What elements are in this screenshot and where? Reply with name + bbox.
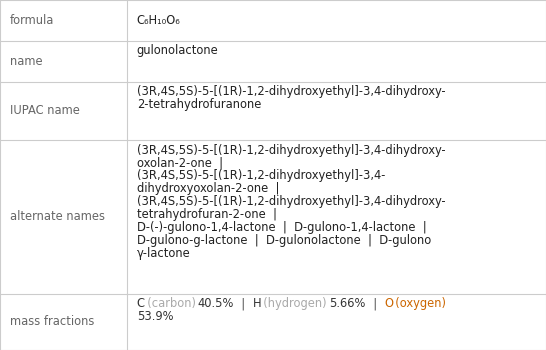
Text: C: C — [136, 297, 145, 310]
Text: (3R,4S,5S)-5-[(1R)-1,2-dihydroxyethyl]-3,4-dihydroxy-: (3R,4S,5S)-5-[(1R)-1,2-dihydroxyethyl]-3… — [136, 195, 446, 208]
Text: dihydroxyoxolan-2-one  |: dihydroxyoxolan-2-one | — [136, 182, 279, 195]
Text: alternate names: alternate names — [10, 210, 105, 223]
Text: IUPAC name: IUPAC name — [10, 104, 80, 117]
Text: γ-lactone: γ-lactone — [136, 246, 191, 260]
Text: O: O — [384, 297, 393, 310]
Text: 5.66%: 5.66% — [329, 297, 366, 310]
Text: oxolan-2-one  |: oxolan-2-one | — [136, 156, 223, 169]
Text: name: name — [10, 55, 43, 68]
Text: (3R,4S,5S)-5-[(1R)-1,2-dihydroxyethyl]-3,4-dihydroxy-: (3R,4S,5S)-5-[(1R)-1,2-dihydroxyethyl]-3… — [136, 85, 446, 98]
Text: H: H — [253, 297, 262, 310]
Text: C₆H₁₀O₆: C₆H₁₀O₆ — [136, 14, 180, 27]
Text: D-gulono-g-lactone  |  D-gulonolactone  |  D-gulono: D-gulono-g-lactone | D-gulonolactone | D… — [136, 234, 431, 247]
Text: |: | — [366, 297, 384, 310]
Text: 40.5%: 40.5% — [198, 297, 234, 310]
Text: (3R,4S,5S)-5-[(1R)-1,2-dihydroxyethyl]-3,4-: (3R,4S,5S)-5-[(1R)-1,2-dihydroxyethyl]-3… — [136, 169, 385, 182]
Text: 2-tetrahydrofuranone: 2-tetrahydrofuranone — [136, 98, 261, 111]
Text: (3R,4S,5S)-5-[(1R)-1,2-dihydroxyethyl]-3,4-dihydroxy-: (3R,4S,5S)-5-[(1R)-1,2-dihydroxyethyl]-3… — [136, 144, 446, 157]
Text: (hydrogen): (hydrogen) — [262, 297, 329, 310]
Text: mass fractions: mass fractions — [10, 315, 94, 328]
Text: |: | — [234, 297, 253, 310]
Text: tetrahydrofuran-2-one  |: tetrahydrofuran-2-one | — [136, 208, 277, 221]
Text: D-(-)-gulono-1,4-lactone  |  D-gulono-1,4-lactone  |: D-(-)-gulono-1,4-lactone | D-gulono-1,4-… — [136, 221, 426, 234]
Text: formula: formula — [10, 14, 55, 27]
Text: (oxygen): (oxygen) — [393, 297, 446, 310]
Text: gulonolactone: gulonolactone — [136, 44, 218, 57]
Text: (carbon): (carbon) — [145, 297, 198, 310]
Text: 53.9%: 53.9% — [136, 310, 173, 323]
